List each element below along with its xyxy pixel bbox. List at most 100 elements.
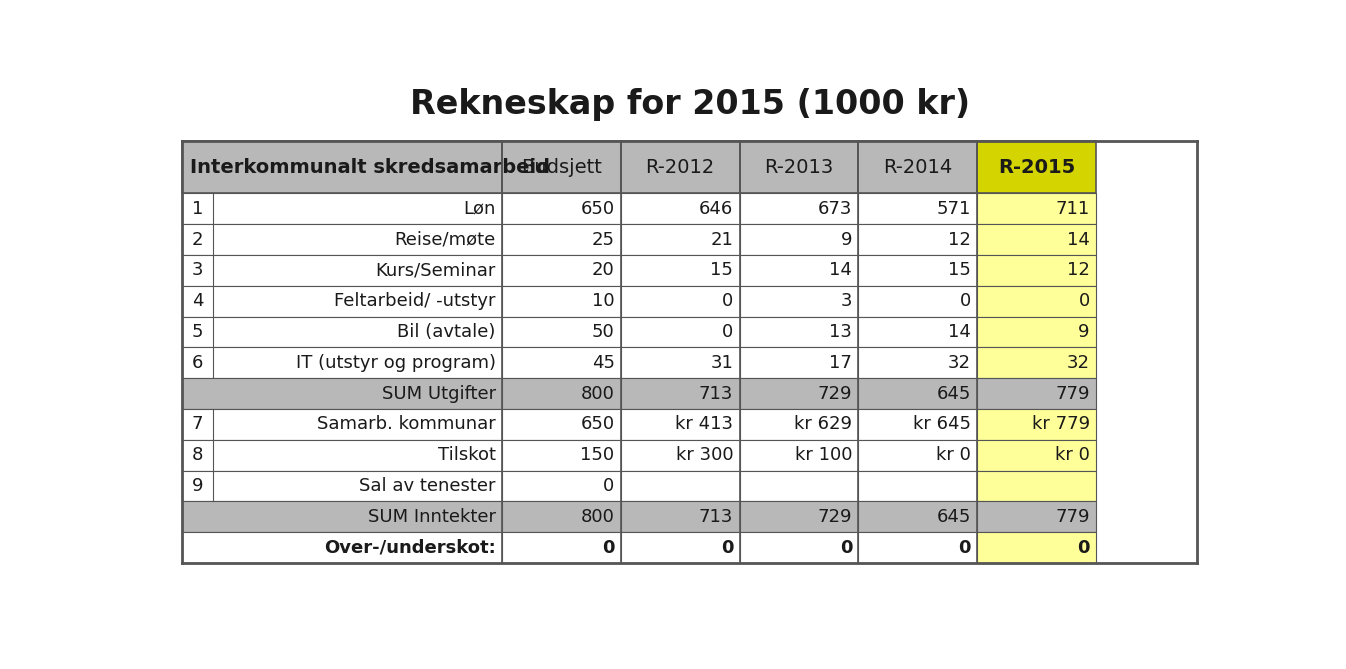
Text: 0: 0 <box>1077 539 1090 557</box>
Bar <box>977 286 1096 316</box>
Text: SUM Utgifter: SUM Utgifter <box>382 385 495 403</box>
Bar <box>621 316 739 347</box>
Text: 779: 779 <box>1055 385 1090 403</box>
Bar <box>977 193 1096 224</box>
Bar <box>977 409 1096 440</box>
Text: R-2012: R-2012 <box>646 158 715 177</box>
Bar <box>859 255 977 286</box>
Text: Rekneskap for 2015 (1000 kr): Rekneskap for 2015 (1000 kr) <box>409 88 970 120</box>
Text: Feltarbeid/ -utstyr: Feltarbeid/ -utstyr <box>334 292 495 310</box>
Bar <box>977 255 1096 286</box>
Bar <box>182 409 502 440</box>
Bar <box>621 378 739 409</box>
Text: 50: 50 <box>592 323 615 341</box>
Bar <box>859 502 977 533</box>
Bar <box>621 502 739 533</box>
Text: kr 645: kr 645 <box>913 415 970 434</box>
Text: 0: 0 <box>721 292 734 310</box>
Text: kr 413: kr 413 <box>676 415 734 434</box>
Bar <box>621 141 739 193</box>
Bar <box>859 347 977 378</box>
Bar <box>977 378 1096 409</box>
Text: 4: 4 <box>192 292 203 310</box>
Text: 650: 650 <box>580 200 615 218</box>
Text: 645: 645 <box>937 385 970 403</box>
Bar <box>859 471 977 502</box>
Text: 779: 779 <box>1055 508 1090 526</box>
Bar <box>182 286 502 316</box>
Bar <box>502 193 621 224</box>
Text: 673: 673 <box>818 200 852 218</box>
Bar <box>977 440 1096 471</box>
Bar <box>182 471 502 502</box>
Text: IT (utstyr og program): IT (utstyr og program) <box>296 354 495 372</box>
Bar <box>859 193 977 224</box>
Text: Kurs/Seminar: Kurs/Seminar <box>376 262 495 280</box>
Text: kr 0: kr 0 <box>1055 446 1090 464</box>
Text: kr 300: kr 300 <box>676 446 734 464</box>
Bar <box>182 224 502 255</box>
Bar <box>859 316 977 347</box>
Bar <box>502 347 621 378</box>
Text: 9: 9 <box>841 231 852 249</box>
Bar <box>502 471 621 502</box>
Bar <box>621 471 739 502</box>
Text: 150: 150 <box>580 446 615 464</box>
Bar <box>739 440 859 471</box>
Bar <box>502 286 621 316</box>
Bar <box>502 440 621 471</box>
Text: 15: 15 <box>711 262 734 280</box>
Text: R-2013: R-2013 <box>765 158 833 177</box>
Bar <box>182 378 502 409</box>
Bar <box>739 193 859 224</box>
Text: 6: 6 <box>192 354 203 372</box>
Text: 8: 8 <box>192 446 203 464</box>
Text: SUM Inntekter: SUM Inntekter <box>367 508 495 526</box>
Bar <box>739 316 859 347</box>
Bar <box>182 255 502 286</box>
Bar <box>502 502 621 533</box>
Bar <box>977 224 1096 255</box>
Bar <box>502 378 621 409</box>
Bar <box>621 409 739 440</box>
Text: 645: 645 <box>937 508 970 526</box>
Text: 650: 650 <box>580 415 615 434</box>
Text: 12: 12 <box>1067 262 1090 280</box>
Text: Budsjett: Budsjett <box>521 158 602 177</box>
Bar <box>182 502 502 533</box>
Text: Interkommunalt skredsamarbeid: Interkommunalt skredsamarbeid <box>190 158 551 177</box>
Text: 0: 0 <box>721 323 734 341</box>
Text: Løn: Løn <box>463 200 495 218</box>
Bar <box>739 347 859 378</box>
Bar <box>859 286 977 316</box>
Text: Over-/underskot:: Over-/underskot: <box>324 539 495 557</box>
Text: 21: 21 <box>711 231 734 249</box>
Text: 0: 0 <box>603 477 615 495</box>
Bar <box>859 409 977 440</box>
Text: Bil (avtale): Bil (avtale) <box>397 323 495 341</box>
Text: 25: 25 <box>592 231 615 249</box>
Bar <box>621 347 739 378</box>
Bar <box>859 533 977 563</box>
Text: 713: 713 <box>699 508 734 526</box>
Bar <box>502 141 621 193</box>
Bar <box>182 533 502 563</box>
Bar <box>859 224 977 255</box>
Text: 32: 32 <box>1067 354 1090 372</box>
Bar <box>739 141 859 193</box>
Bar <box>739 471 859 502</box>
Bar <box>739 224 859 255</box>
Bar <box>182 193 502 224</box>
Text: 32: 32 <box>948 354 970 372</box>
Bar <box>621 193 739 224</box>
Text: kr 100: kr 100 <box>794 446 852 464</box>
Bar <box>182 440 502 471</box>
Text: 7: 7 <box>192 415 203 434</box>
Bar <box>621 533 739 563</box>
Bar <box>621 286 739 316</box>
Text: 9: 9 <box>1078 323 1090 341</box>
Bar <box>977 316 1096 347</box>
Text: kr 0: kr 0 <box>935 446 970 464</box>
Text: 17: 17 <box>829 354 852 372</box>
Bar <box>739 378 859 409</box>
